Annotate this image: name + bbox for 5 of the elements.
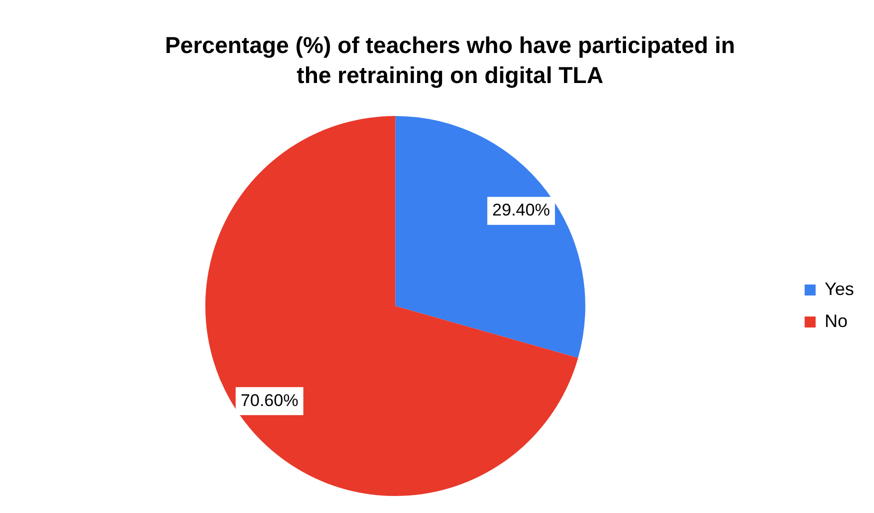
legend-label: Yes: [824, 278, 854, 299]
data-label: 29.40%: [492, 200, 550, 220]
legend-label: No: [824, 310, 848, 331]
data-label: 70.60%: [240, 390, 298, 410]
chart-title: Percentage (%) of teachers who have participated in the retraining on digital TLA: [164, 31, 736, 90]
